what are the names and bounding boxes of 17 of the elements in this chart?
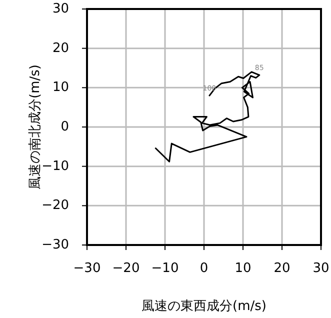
x-tick-label: 10 [234, 261, 252, 276]
x-tick-label: 0 [200, 261, 208, 276]
y-tick-label: −10 [42, 158, 69, 174]
y-tick-label: 10 [52, 80, 69, 96]
x-axis-title: 風速の東西成分(m/s) [142, 299, 266, 314]
y-tick-label: 30 [52, 2, 69, 16]
x-tick-label: 30 [312, 261, 330, 276]
x-tick-label: −10 [151, 261, 179, 276]
y-tick-label: 0 [60, 120, 69, 134]
y-axis-title: 風速の南北成分(m/s) [28, 64, 43, 190]
line-series [154, 71, 260, 162]
x-tick-label: −20 [112, 261, 140, 276]
x-tick-label: −30 [73, 261, 101, 276]
y-tick-label: −20 [42, 198, 69, 214]
y-tick-label: −30 [42, 238, 69, 252]
y-tick-label: 20 [52, 40, 69, 56]
x-tick-label: 20 [274, 261, 290, 276]
